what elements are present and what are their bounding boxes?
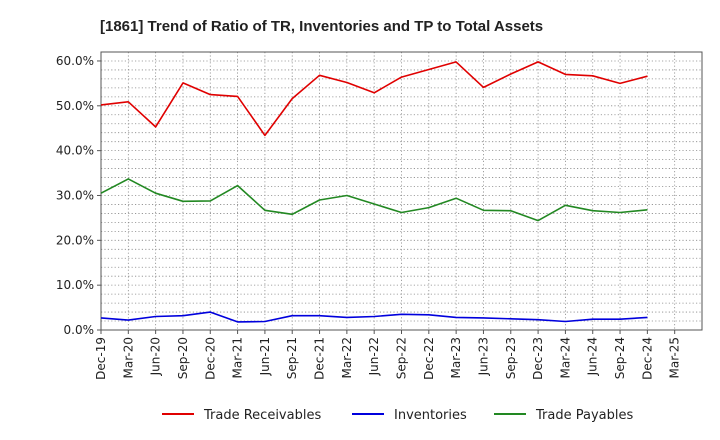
chart-title: [1861] Trend of Ratio of TR, Inventories… [100, 18, 543, 35]
series-line-inventories [100, 311, 648, 323]
series-line-trade-payables [100, 178, 648, 222]
series-line-trade-receivables [100, 61, 648, 137]
y-tick-label: 10.0% [56, 278, 94, 292]
x-tick-label: Jun-20 [149, 337, 163, 376]
legend: Trade Receivables Inventories Trade Payabl… [162, 408, 633, 423]
x-tick-label: Sep-24 [613, 337, 627, 379]
x-tick-label: Mar-25 [668, 337, 682, 378]
x-tick-label: Dec-23 [531, 337, 545, 380]
grid [101, 51, 703, 330]
legend-label-inventories: Inventories [394, 408, 467, 423]
legend-label-trade-receivables: Trade Receivables [203, 408, 321, 423]
series [100, 61, 648, 323]
legend-label-trade-payables: Trade Payables [535, 408, 633, 423]
x-tick-label: Sep-20 [176, 337, 190, 379]
x-tick-label: Mar-21 [231, 337, 245, 378]
x-tick-label: Dec-21 [313, 337, 327, 380]
x-tick-label: Jun-23 [476, 337, 490, 376]
x-axis: Dec-19 Mar-20 Jun-20 Sep-20 Dec-20 Mar-21 Jun-… [94, 330, 682, 380]
x-tick-label: Dec-24 [640, 337, 654, 380]
x-tick-label: Sep-22 [395, 337, 409, 379]
y-tick-label: 60.0% [56, 54, 94, 68]
y-tick-label: 30.0% [56, 188, 94, 202]
y-tick-label: 50.0% [56, 99, 94, 113]
x-tick-label: Mar-22 [340, 337, 354, 378]
x-tick-label: Sep-21 [285, 337, 299, 379]
y-tick-label: 20.0% [56, 233, 94, 247]
x-tick-label: Jun-24 [586, 337, 600, 376]
x-tick-label: Sep-23 [504, 337, 518, 379]
x-tick-label: Mar-23 [449, 337, 463, 378]
x-tick-label: Dec-22 [422, 337, 436, 380]
x-tick-label: Mar-24 [558, 337, 572, 378]
y-tick-label: 40.0% [56, 144, 94, 158]
x-tick-label: Dec-19 [94, 337, 108, 380]
x-tick-label: Jun-22 [367, 337, 381, 376]
y-tick-label: 0.0% [64, 323, 95, 337]
x-tick-label: Dec-20 [203, 337, 217, 380]
y-axis: 0.0% 10.0% 20.0% 30.0% 40.0% 50.0% 60.0% [56, 54, 101, 337]
x-tick-label: Mar-20 [121, 337, 135, 378]
x-tick-label: Jun-21 [258, 337, 272, 376]
